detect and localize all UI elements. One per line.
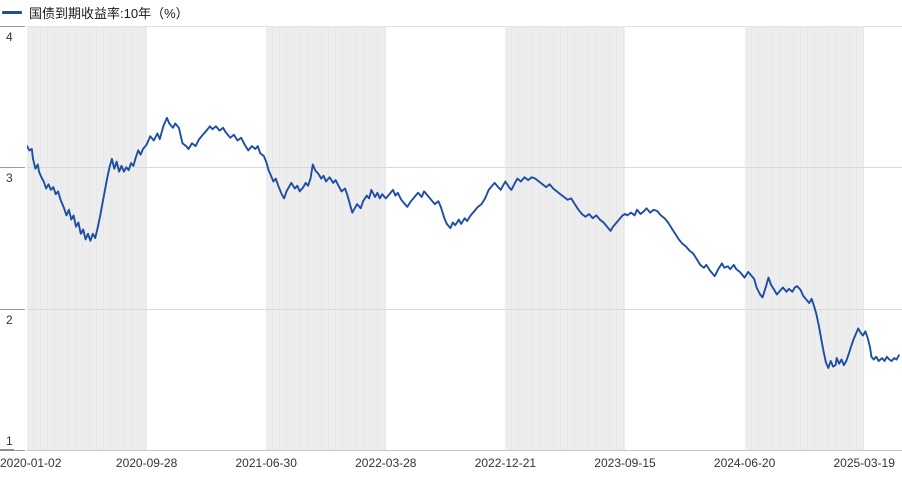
background-stripe <box>266 26 386 450</box>
y-tick-label: 1 <box>6 434 13 448</box>
x-tick-label: 2022-12-21 <box>474 456 537 470</box>
gridline-y-2 <box>27 308 902 310</box>
background-stripe <box>505 26 625 450</box>
background-stripe <box>744 26 865 450</box>
x-tick-label: 2024-06-20 <box>713 456 776 470</box>
y-tick-label: 3 <box>6 171 13 186</box>
plot-area <box>27 26 902 451</box>
legend-label: 国债到期收益率:10年（%） <box>29 5 189 21</box>
x-tick-label: 2023-09-15 <box>594 456 656 470</box>
gridline-y-4 <box>27 26 902 27</box>
y-tick <box>0 167 25 169</box>
y-tick <box>0 308 25 310</box>
x-axis-line <box>27 450 902 451</box>
series-svg <box>27 116 900 369</box>
x-tick-label: 2025-03-19 <box>833 456 895 470</box>
x-tick-label: 2021-06-30 <box>235 456 297 470</box>
x-axis-origin-tick <box>0 449 14 451</box>
y-tick-label: 4 <box>6 30 13 44</box>
y-tick-label: 2 <box>6 312 13 327</box>
gridline-y-3 <box>27 167 902 169</box>
x-tick-label: 2022-03-28 <box>355 456 417 470</box>
x-tick-label: 2020-09-28 <box>115 456 178 470</box>
legend: 国债到期收益率:10年（%） <box>2 3 189 21</box>
x-tick-label: 2020-01-02 <box>0 456 62 470</box>
y-tick <box>0 26 25 27</box>
legend-line-marker-icon <box>2 10 22 14</box>
series-line <box>27 116 900 369</box>
